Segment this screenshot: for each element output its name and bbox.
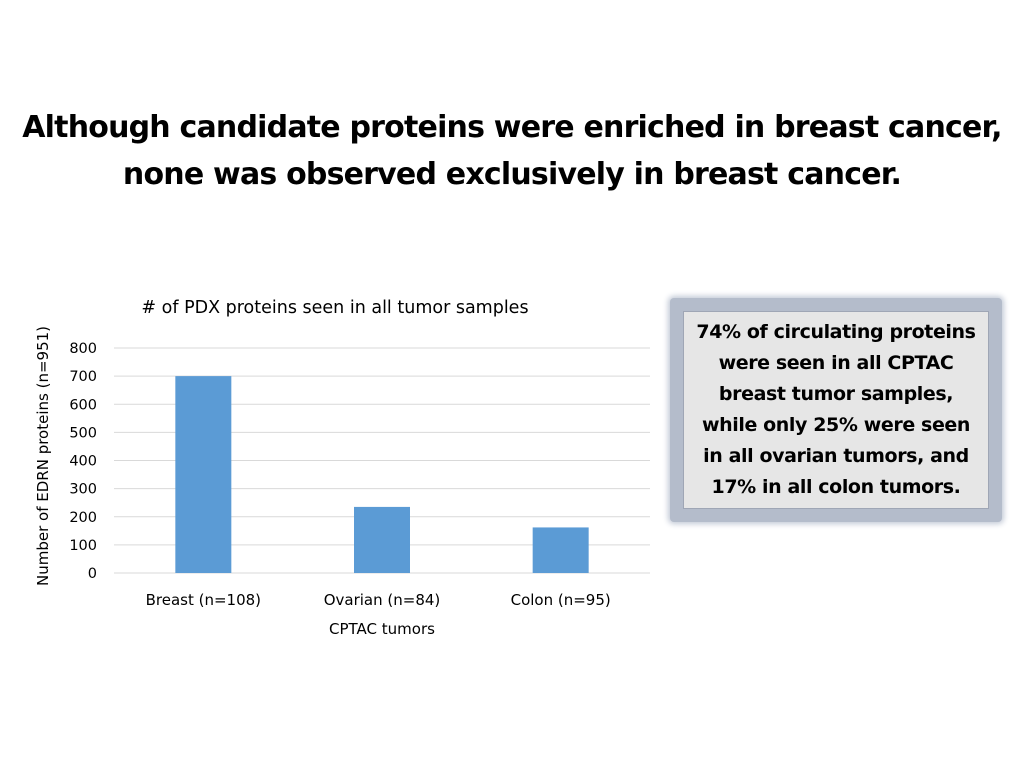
slide-title-line-2: none was observed exclusively in breast … [122, 157, 902, 192]
y-tick-label: 0 [88, 566, 97, 582]
bar-chart: # of PDX proteins seen in all tumor samp… [34, 298, 650, 638]
callout-box: 74% of circulating proteins were seen in… [670, 298, 1002, 522]
y-tick-label: 800 [69, 341, 97, 357]
y-tick-label: 200 [69, 510, 97, 526]
chart-title: # of PDX proteins seen in all tumor samp… [141, 298, 528, 318]
bars [175, 376, 589, 573]
x-tick-label: Ovarian (n=84) [324, 591, 441, 609]
x-tick-labels: Breast (n=108) Ovarian (n=84) Colon (n=95) [146, 591, 611, 609]
x-axis-label: CPTAC tumors [329, 620, 435, 638]
y-tick-label: 700 [69, 369, 97, 385]
bar [354, 506, 410, 573]
x-tick-label: Breast (n=108) [146, 591, 261, 609]
y-tick-label: 300 [69, 482, 97, 498]
slide-title-line-1: Although candidate proteins were enriche… [22, 110, 1002, 145]
slide-title: Although candidate proteins were enriche… [0, 104, 1024, 198]
callout-text: 74% of circulating proteins were seen in… [683, 311, 989, 509]
y-axis-label: Number of EDRN proteins (n=951) [34, 326, 52, 586]
bar [175, 376, 232, 573]
y-tick-label: 400 [69, 454, 97, 470]
y-tick-label: 500 [69, 425, 97, 441]
y-tick-label: 100 [69, 538, 97, 554]
x-tick-label: Colon (n=95) [511, 591, 611, 609]
bar [532, 527, 589, 573]
y-tick-label: 600 [69, 397, 97, 413]
y-tick-labels: 0 100 200 300 400 500 600 700 800 [69, 341, 97, 582]
